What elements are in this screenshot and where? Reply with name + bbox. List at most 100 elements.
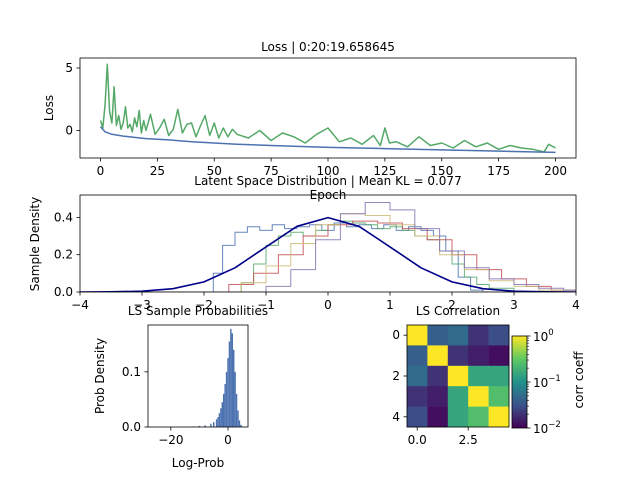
loss-xlabel: Epoch (310, 188, 347, 202)
latent-ytick-label: 0.2 (54, 248, 73, 262)
correlation-ticks: 0.0 2.5 0 2 4 (392, 328, 477, 447)
correlation-cell (407, 345, 428, 367)
correlation-cell (488, 345, 510, 367)
correlation-cell (407, 325, 428, 346)
logprob-axes: −20 0 0.0 0.1 Log-Prob Prob Density (93, 324, 249, 470)
logprob-bar (221, 402, 223, 427)
colorbar-tick-base: 10 (533, 422, 548, 436)
loss-ticks: 0 25 50 75 100 125 150 175 200 0 5 (65, 61, 567, 178)
logprob-title: LS Sample Probabilities (128, 304, 268, 318)
correlation-title: LS Correlation (416, 304, 500, 318)
loss-frame (79, 57, 577, 159)
loss-ylabel: Loss (42, 95, 56, 121)
logprob-bar (220, 408, 222, 427)
logprob-ytick-label: 0.0 (122, 420, 141, 434)
latent-ytick-label: 0.4 (54, 210, 73, 224)
colorbar-tick-exponent: −2 (548, 420, 561, 430)
correlation-cell (468, 325, 489, 346)
colorbar-tick-base: 10 (533, 330, 548, 344)
loss-xtick-label: 125 (373, 164, 396, 178)
correlation-cell (488, 325, 510, 346)
loss-xtick-label: 200 (544, 164, 567, 178)
colorbar (511, 335, 528, 429)
latent-ylabel: Sample Density (28, 197, 42, 291)
logprob-bar (228, 341, 231, 427)
correlation-cell (447, 345, 469, 367)
loss-xtick-label: 175 (487, 164, 510, 178)
logprob-xtick-label: −20 (158, 433, 183, 447)
logprob-bar (231, 333, 233, 427)
loss-series-1-line (99, 63, 556, 153)
correlation-cell (447, 365, 469, 387)
loss-xtick-label: 75 (263, 164, 278, 178)
correlation-cell (447, 325, 469, 346)
correlation-cell (447, 406, 469, 428)
latent-xtick-label: 1 (386, 298, 394, 312)
loss-xtick-label: 25 (150, 164, 165, 178)
colorbar-label: corr coeff (572, 351, 586, 409)
correlation-cell (427, 406, 449, 428)
latent-xtick-label: 2 (448, 298, 456, 312)
logprob-bar (240, 424, 242, 427)
logprob-frame (147, 324, 249, 428)
correlation-cell (488, 386, 510, 407)
loss-xtick-label: 50 (207, 164, 222, 178)
colorbar-tick-label: 10−1 (533, 374, 561, 390)
latent-xtick-label: 3 (510, 298, 518, 312)
logprob-bar (218, 413, 221, 427)
colorbar-tick-exponent: 0 (548, 328, 553, 338)
logprob-bar (210, 423, 212, 427)
logprob-bar (217, 417, 219, 427)
latent-xtick-label: 4 (572, 298, 580, 312)
loss-ytick-label: 0 (65, 124, 73, 138)
latent-xtick-label: 0 (324, 298, 332, 312)
logprob-bar (230, 328, 232, 427)
latent-series (80, 202, 576, 292)
loss-series-0-line (99, 126, 556, 154)
latent-title: Latent Space Distribution | Mean KL = 0.… (194, 174, 461, 188)
logprob-bar (234, 371, 236, 427)
correlation-cell (488, 365, 510, 387)
latent-normal-curve (80, 216, 576, 292)
latent-xtick-label: −2 (195, 298, 213, 312)
logprob-bar (233, 349, 235, 427)
correlation-cell (468, 345, 489, 367)
correlation-ytick-label: 0 (392, 328, 400, 342)
correlation-cell (468, 406, 489, 428)
correlation-cell (427, 325, 449, 346)
logprob-xlabel: Log-Prob (172, 456, 224, 470)
logprob-bar (224, 383, 226, 427)
logprob-bar (227, 358, 229, 427)
latent-axes: −4 −3 −2 −1 0 1 2 3 4 0.0 0.2 0.4 Sample Density (28, 194, 580, 312)
logprob-bar (237, 410, 239, 427)
logprob-bar (198, 425, 201, 427)
latent-ytick-label: 0.0 (54, 285, 73, 299)
logprob-ylabel: Prob Density (93, 338, 107, 414)
latent-hist-4 (80, 202, 576, 292)
loss-axes: Loss | 0:20:19.658645 Loss 0 25 50 75 100 125… (42, 40, 577, 178)
correlation-ytick-label: 4 (392, 410, 400, 424)
logprob-bar (215, 419, 218, 427)
correlation-cells (407, 325, 510, 428)
loss-xtick-label: 150 (430, 164, 453, 178)
latent-hist-2 (80, 220, 576, 292)
loss-title: Loss | 0:20:19.658645 (261, 40, 395, 54)
correlation-cell (468, 386, 489, 407)
correlation-cell (427, 345, 449, 367)
colorbar-tick-exponent: −1 (548, 374, 561, 384)
latent-xtick-label: −3 (133, 298, 151, 312)
correlation-cell (407, 406, 428, 428)
logprob-xtick-label: 0 (224, 433, 232, 447)
loss-ytick-label: 5 (65, 61, 73, 75)
latent-xtick-label: −1 (257, 298, 275, 312)
colorbar-tick-label: 100 (533, 328, 554, 344)
colorbar-tick-label: 10−2 (533, 420, 561, 436)
correlation-cell (427, 386, 449, 407)
correlation-xtick-label: 0.0 (408, 433, 427, 447)
colorbar-tick-base: 10 (533, 376, 548, 390)
correlation-cell (488, 406, 510, 428)
correlation-cell (468, 365, 489, 387)
